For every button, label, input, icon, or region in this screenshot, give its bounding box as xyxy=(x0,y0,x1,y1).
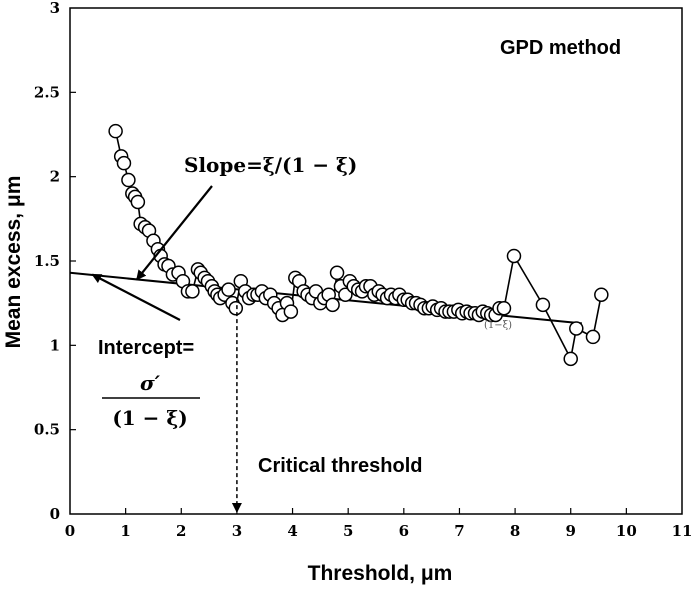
x-tick-label: 8 xyxy=(510,522,520,540)
fit-subscript: (1−ξ) xyxy=(484,320,512,331)
data-point xyxy=(130,194,146,210)
data-point xyxy=(116,155,132,171)
x-axis-label: Threshold, μm xyxy=(308,562,453,585)
data-point xyxy=(121,172,136,188)
y-tick-label: 2.5 xyxy=(34,83,60,101)
data-point xyxy=(221,282,236,297)
x-tick-label: 5 xyxy=(343,522,353,540)
data-point xyxy=(338,287,353,302)
intercept-numerator: σ′ xyxy=(140,371,161,395)
x-tick-label: 11 xyxy=(672,522,693,540)
y-axis-label: Mean excess, μm xyxy=(2,176,25,349)
critical-threshold-label: Critical threshold xyxy=(258,455,422,477)
data-point xyxy=(563,351,578,367)
y-tick-label: 3 xyxy=(50,0,60,17)
x-tick-label: 9 xyxy=(566,522,576,540)
x-tick-label: 0 xyxy=(65,522,75,540)
axis-ticks: 0 1 2 3 4 5 6 7 8 9 10 11 0 0.5 1 1.5 2 2.5 3 xyxy=(34,0,693,540)
slope-annotation: Slope=ξ/(1 − ξ) xyxy=(184,153,357,177)
data-point xyxy=(535,297,551,313)
y-tick-label: 0.5 xyxy=(34,421,60,439)
data-point xyxy=(329,265,345,281)
x-tick-label: 6 xyxy=(399,522,409,540)
x-tick-label: 4 xyxy=(287,522,297,540)
data-point xyxy=(108,123,123,139)
intercept-label: Intercept= xyxy=(98,337,194,359)
intercept-arrow xyxy=(91,273,181,321)
x-tick-label: 1 xyxy=(120,522,130,540)
slope-arrow xyxy=(135,185,213,281)
x-tick-label: 2 xyxy=(176,522,186,540)
y-tick-label: 2 xyxy=(50,168,60,186)
data-point xyxy=(325,297,340,313)
data-point xyxy=(585,329,601,345)
data-point xyxy=(569,321,584,336)
data-point xyxy=(506,248,522,264)
y-tick-label: 0 xyxy=(50,505,60,523)
intercept-denominator: (1 − ξ) xyxy=(112,406,187,430)
data-point xyxy=(496,300,512,316)
y-tick-label: 1 xyxy=(50,336,60,354)
x-tick-label: 7 xyxy=(454,522,464,540)
x-tick-label: 10 xyxy=(616,522,637,540)
data-series xyxy=(108,123,609,367)
data-point xyxy=(594,287,609,302)
y-tick-label: 1.5 xyxy=(34,252,60,270)
data-point xyxy=(228,300,244,316)
data-point xyxy=(185,284,200,299)
data-point xyxy=(283,304,299,319)
annotation-layer: GPD method Slope=ξ/(1 − ξ) Intercept= σ′… xyxy=(91,37,621,513)
method-label: GPD method xyxy=(500,37,621,59)
x-tick-label: 3 xyxy=(232,522,242,540)
